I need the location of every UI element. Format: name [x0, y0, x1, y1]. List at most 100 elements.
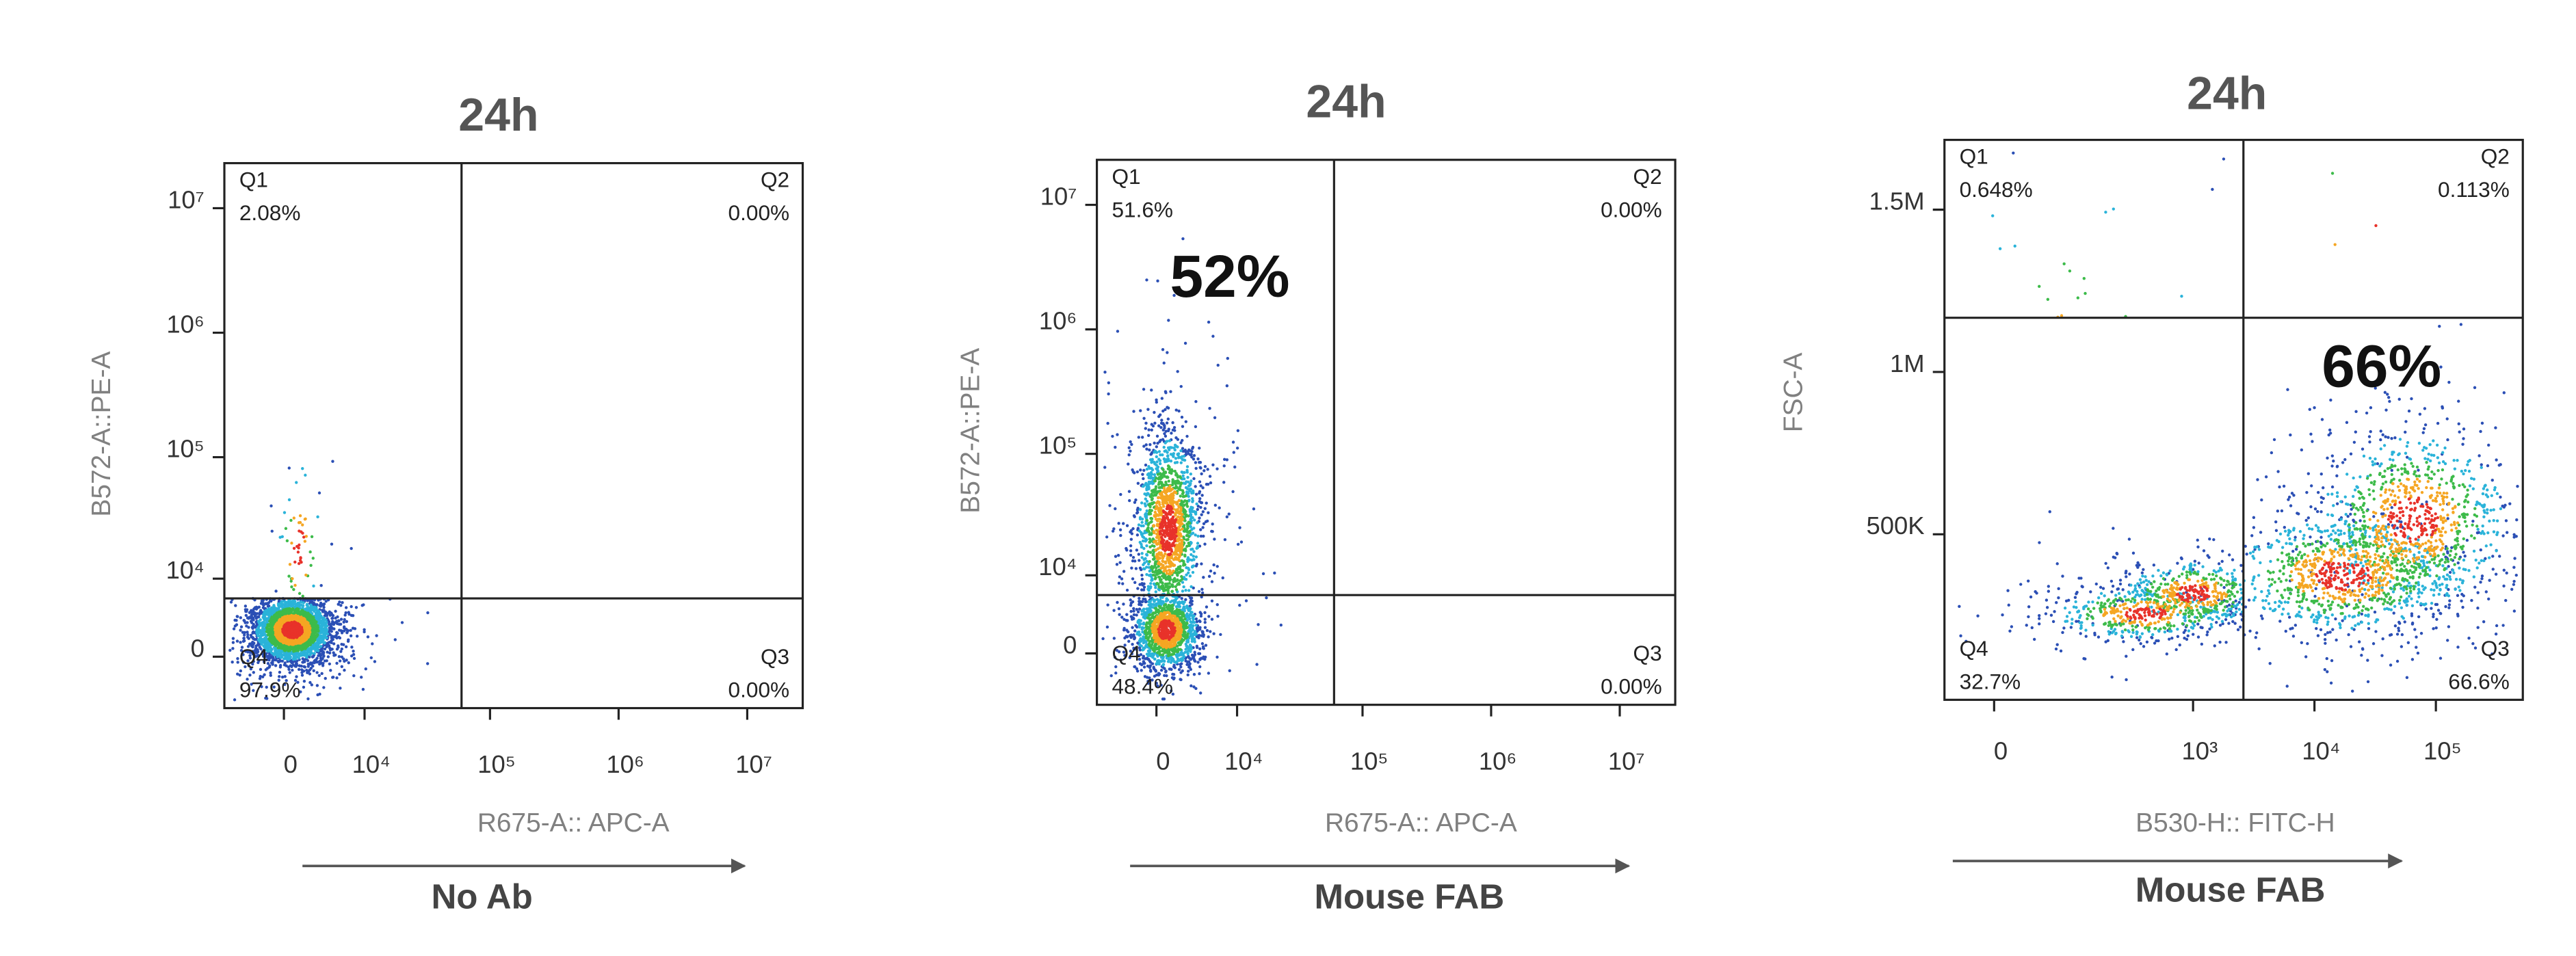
event-dot — [1194, 617, 1198, 621]
event-dot — [1190, 553, 1193, 557]
event-dot — [1164, 441, 1167, 444]
quadrant-name: Q3 — [761, 644, 789, 669]
event-dot — [1225, 384, 1229, 388]
event-dot — [1207, 672, 1211, 675]
event-dot — [334, 609, 337, 613]
event-dot — [240, 646, 244, 649]
event-dot — [1138, 625, 1141, 629]
event-dot — [352, 674, 356, 678]
event-dot — [1170, 583, 1174, 587]
event-dot — [242, 637, 246, 640]
event-dot — [350, 646, 354, 649]
event-dot — [1132, 410, 1135, 413]
quadrant-events — [228, 596, 430, 702]
event-dot — [302, 685, 306, 689]
event-dot — [1150, 388, 1153, 392]
event-dot — [295, 481, 298, 484]
event-dot — [1161, 584, 1165, 588]
event-dot — [1194, 466, 1198, 470]
event-dot — [1145, 544, 1148, 548]
event-dot — [1207, 635, 1210, 639]
event-dot — [330, 636, 333, 639]
event-dot — [299, 652, 302, 655]
event-dot — [1203, 507, 1207, 510]
event-dot — [293, 560, 297, 564]
event-dot — [1130, 442, 1133, 447]
event-dot — [350, 546, 353, 550]
event-dot — [1225, 515, 1229, 519]
event-dot — [306, 599, 309, 602]
event-dot — [1135, 613, 1138, 617]
y-axis-label: B572-A::PE-A — [87, 351, 116, 517]
event-dot — [236, 656, 239, 661]
y-tick-label: 10⁵ — [166, 434, 205, 462]
event-dot — [306, 697, 310, 701]
event-dot — [265, 685, 268, 689]
event-dot — [1131, 600, 1135, 604]
event-dot — [334, 616, 337, 620]
event-dot — [1129, 449, 1132, 453]
event-dot — [274, 589, 278, 593]
event-dot — [1199, 484, 1202, 488]
event-dot — [236, 661, 239, 664]
event-dot — [1133, 515, 1136, 518]
event-dot — [1194, 485, 1197, 488]
event-dot — [1179, 579, 1182, 583]
event-dot — [1160, 419, 1164, 422]
event-dot — [1183, 341, 1187, 345]
event-dot — [1108, 504, 1112, 507]
event-dot — [308, 672, 312, 676]
event-dot — [301, 523, 304, 527]
event-dot — [1155, 445, 1158, 449]
event-dot — [1168, 667, 1171, 671]
event-dot — [1103, 466, 1107, 469]
event-dot — [270, 599, 273, 603]
event-dot — [1200, 591, 1205, 595]
quadrant-name: Q2 — [761, 168, 789, 192]
event-dot — [1165, 460, 1168, 463]
event-dot — [1227, 512, 1231, 516]
event-dot — [426, 611, 430, 615]
event-dot — [291, 605, 294, 609]
event-dot — [322, 605, 326, 609]
event-dot — [1133, 629, 1137, 633]
event-dot — [255, 623, 259, 626]
event-dot — [1196, 521, 1199, 525]
event-dot — [302, 601, 305, 605]
event-dot — [1212, 563, 1215, 567]
event-dot — [1179, 665, 1183, 669]
event-dot — [235, 619, 238, 622]
event-dot — [304, 535, 308, 538]
event-dot — [1179, 441, 1183, 444]
event-dot — [1142, 468, 1146, 473]
event-dot — [1216, 363, 1220, 367]
event-dot — [343, 659, 346, 663]
event-dot — [321, 664, 325, 667]
event-dot — [1181, 237, 1185, 241]
event-dot — [298, 529, 301, 533]
event-dot — [272, 685, 276, 689]
event-dot — [258, 646, 261, 649]
event-dot — [1174, 408, 1178, 412]
event-dot — [1125, 613, 1129, 616]
event-dot — [278, 663, 282, 667]
event-dot — [344, 611, 347, 615]
event-dot — [1148, 550, 1153, 555]
event-dot — [1191, 570, 1195, 574]
event-dot — [1213, 572, 1216, 575]
event-dot — [1211, 522, 1214, 526]
event-dot — [1207, 320, 1211, 324]
event-dot — [280, 675, 285, 679]
event-dot — [263, 673, 266, 676]
event-dot — [338, 672, 341, 676]
event-dot — [1101, 637, 1105, 641]
event-dot — [1150, 473, 1154, 476]
event-dot — [1158, 459, 1162, 462]
event-dot — [1179, 461, 1183, 464]
event-dot — [1131, 527, 1135, 531]
event-dot — [259, 618, 262, 622]
event-dot — [1205, 605, 1209, 609]
event-dot — [287, 466, 291, 470]
event-dot — [1164, 391, 1168, 395]
event-dot — [1201, 510, 1205, 514]
